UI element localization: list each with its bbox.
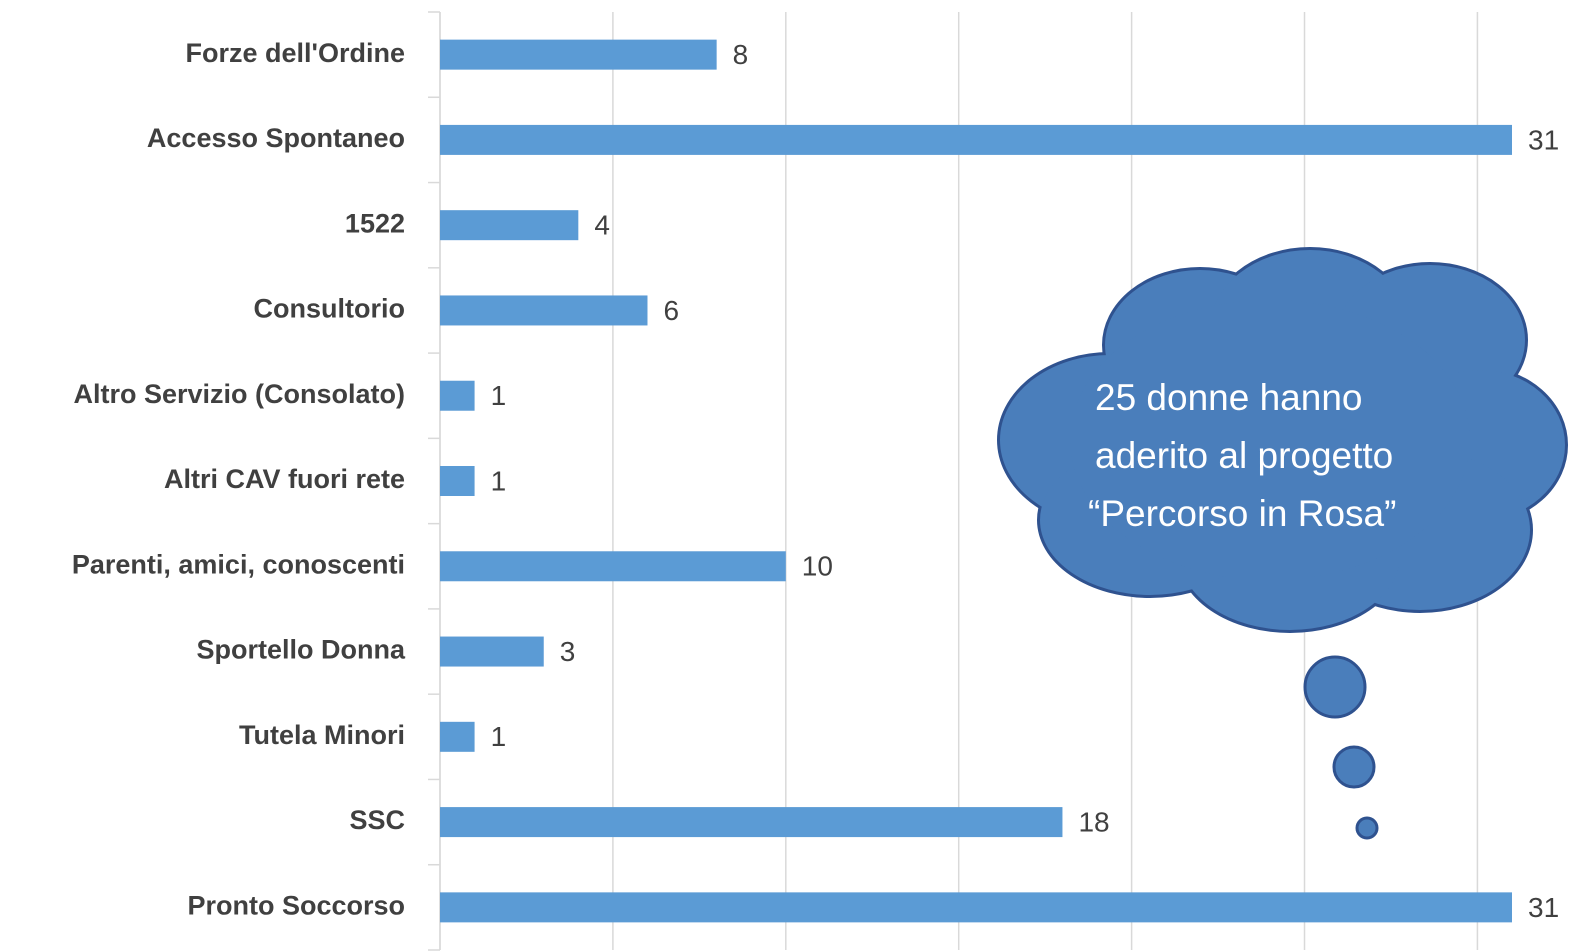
value-label: 3 [560,636,576,667]
bar [440,381,475,411]
category-label: Altro Servizio (Consolato) [73,379,405,409]
value-label: 18 [1078,806,1109,837]
chart: Forze dell'Ordine8Accesso Spontaneo31152… [0,0,1574,952]
bar [440,551,786,581]
annotation-line: “Percorso in Rosa” [1088,493,1396,534]
value-label: 1 [491,721,507,752]
category-label: Tutela Minori [239,720,405,750]
value-label: 10 [802,551,833,582]
annotation-line: 25 donne hanno [1095,377,1363,418]
value-label: 31 [1528,124,1559,155]
bar [440,295,647,325]
bar [440,892,1512,922]
value-label: 31 [1528,892,1559,923]
value-label: 6 [663,295,679,326]
category-label: Pronto Soccorso [187,890,405,920]
bar [440,466,475,496]
category-label: Accesso Spontaneo [147,123,405,153]
bar [440,807,1062,837]
category-label: SSC [349,805,405,835]
value-label: 1 [491,465,507,496]
bar [440,40,717,70]
annotation-line: aderito al progetto [1095,435,1393,476]
category-label: Consultorio [254,294,405,324]
thought-cloud [1000,250,1565,838]
category-label: Parenti, amici, conoscenti [72,549,405,579]
value-label: 8 [733,39,749,70]
value-label: 4 [594,210,610,241]
category-label: 1522 [345,208,405,238]
value-label: 1 [491,380,507,411]
bar [440,125,1512,155]
bar [440,210,578,240]
category-label: Altri CAV fuori rete [164,464,405,494]
category-label: Sportello Donna [197,635,406,665]
bar [440,722,475,752]
category-label: Forze dell'Ordine [186,38,405,68]
bar [440,637,544,667]
